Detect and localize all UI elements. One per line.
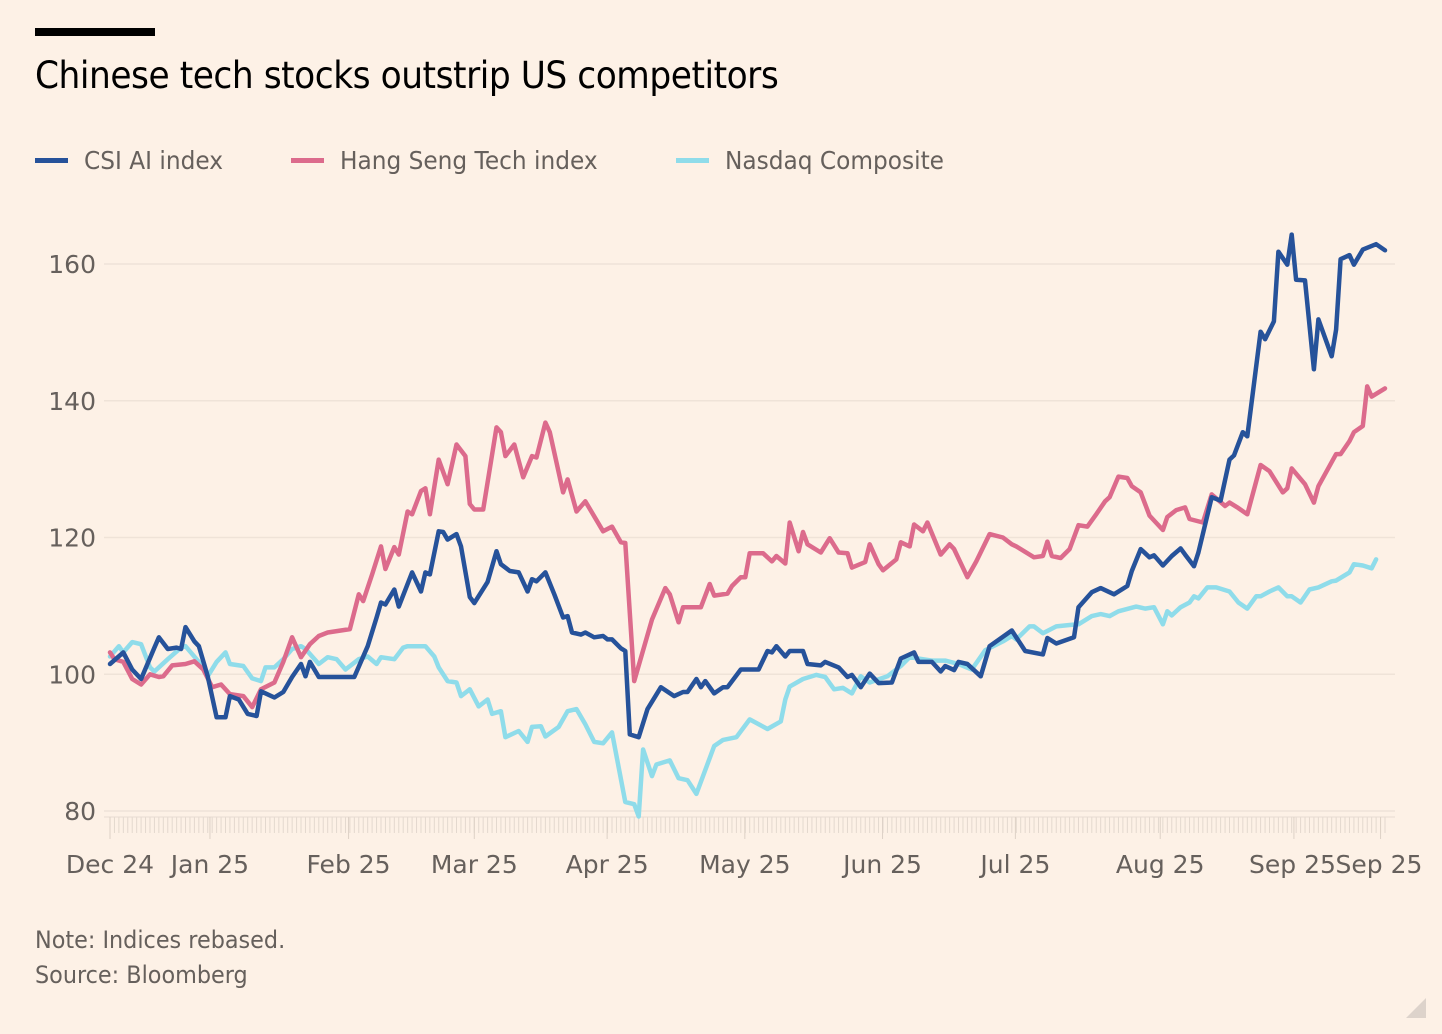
x-tick-label: Dec 24 xyxy=(66,850,154,879)
resize-corner-icon xyxy=(1406,998,1426,1018)
x-tick-label: Jul 25 xyxy=(978,850,1050,879)
series-lines xyxy=(107,232,1388,819)
y-tick-label: 160 xyxy=(48,250,96,279)
x-tick-label: Sep 25 xyxy=(1336,850,1423,879)
x-tick-label: Apr 25 xyxy=(566,850,649,879)
y-axis: 80 100 120 140 160 xyxy=(48,250,96,826)
x-tick-label: Mar 25 xyxy=(431,850,518,879)
legend-label-hang-seng-tech: Hang Seng Tech index xyxy=(340,146,598,175)
legend-label-csi-ai: CSI AI index xyxy=(84,146,224,175)
x-tick-label: May 25 xyxy=(699,850,790,879)
x-axis: Dec 24 Jan 25 Feb 25 Mar 25 Apr 25 May 25 Jun … xyxy=(66,816,1423,879)
series-line-csi-ai-index xyxy=(107,232,1388,740)
y-tick-label: 100 xyxy=(48,660,96,689)
x-tick-label: Feb 25 xyxy=(307,850,391,879)
x-tick-label: Jan 25 xyxy=(169,850,249,879)
legend-item-nasdaq: Nasdaq Composite xyxy=(676,146,960,175)
chart-title: Chinese tech stocks outstrip US competit… xyxy=(35,54,779,97)
x-tick-label: Jun 25 xyxy=(841,850,922,879)
y-tick-label: 120 xyxy=(48,524,96,553)
chart-source: Source: Bloomberg xyxy=(35,961,248,989)
legend-label-nasdaq: Nasdaq Composite xyxy=(725,146,945,175)
legend-item-hang-seng-tech: Hang Seng Tech index xyxy=(291,146,617,175)
legend-item-csi-ai: CSI AI index xyxy=(35,146,233,175)
x-tick-label: Aug 25 xyxy=(1116,850,1205,879)
series-line-nasdaq-composite xyxy=(107,557,1379,819)
title-accent-bar xyxy=(35,28,155,36)
y-tick-label: 80 xyxy=(64,797,96,826)
legend-swatch-csi-ai xyxy=(35,158,68,163)
chart-note: Note: Indices rebased. xyxy=(35,926,286,954)
series-line-hang-seng-tech-index xyxy=(107,384,1388,710)
legend-swatch-hang-seng-tech xyxy=(291,158,324,163)
y-tick-label: 140 xyxy=(48,387,96,416)
legend-swatch-nasdaq xyxy=(676,158,709,163)
x-tick-label: Sep 25 xyxy=(1249,850,1336,879)
